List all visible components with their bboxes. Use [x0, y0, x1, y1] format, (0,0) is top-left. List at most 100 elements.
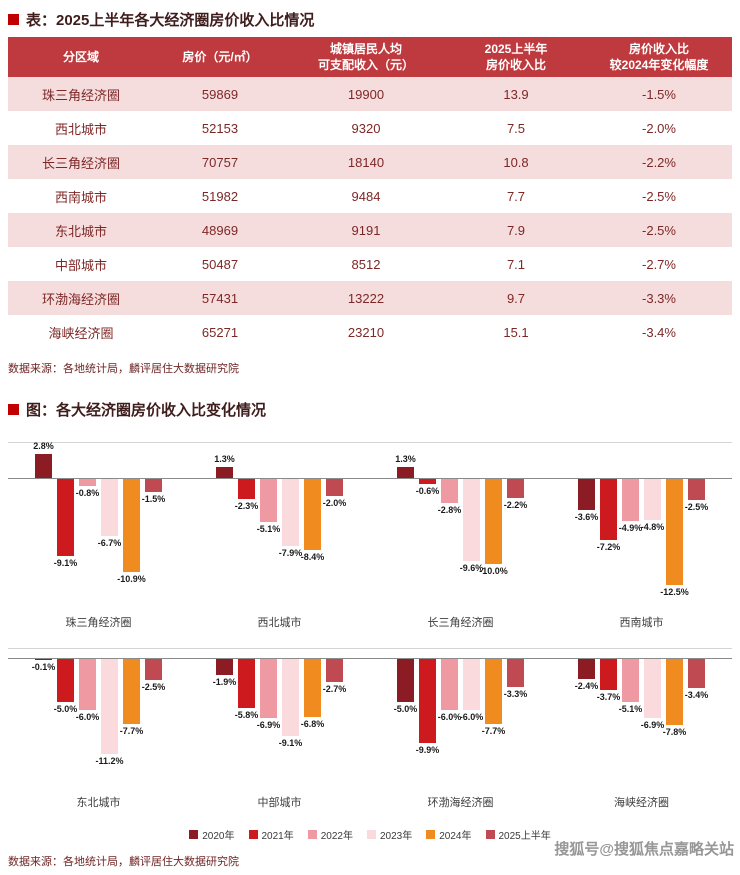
zero-axis-line — [8, 478, 732, 479]
bar-value-label: -9.1% — [278, 738, 303, 748]
table-cell: 西北城市 — [54, 121, 107, 137]
bar-2025上半年 — [326, 659, 343, 682]
bar-value-label: -9.6% — [459, 563, 484, 573]
chart-group-label: 中部城市 — [257, 797, 302, 809]
legend-label: 2020年 — [202, 830, 235, 842]
bar-value-label: -0.1% — [31, 662, 56, 672]
bar-value-label: -4.9% — [618, 523, 643, 533]
chart-group-label: 环渤海经济圈 — [427, 797, 494, 809]
table-row: 海峡经济圈 65271 23210 15.1 -3.4% — [8, 315, 732, 349]
bar-2022年 — [79, 479, 96, 486]
chart-groups-row-1: 2.8% -9.1% -0.8% -6.7% -10.9% -1.5% 珠三角经济圈 1.3%… — [8, 441, 732, 638]
bar-value-label: -5.0% — [53, 704, 78, 714]
bar-2020年 — [35, 659, 52, 660]
chart-group: 1.3% -2.3% -5.1% -7.9% -8.4% -2.0% 西北城市 — [189, 442, 370, 638]
chart-group-label: 长三角经济圈 — [427, 617, 494, 629]
legend-swatch-icon — [485, 829, 495, 839]
chart-group: -3.6% -7.2% -4.9% -4.8% -12.5% -2.5% 西南城市 — [551, 442, 732, 638]
table-cell: 长三角经济圈 — [8, 145, 154, 179]
bar-value-label: -9.9% — [415, 745, 440, 755]
chart-legend: 2020年 2021年 2022年 2023年 2024年 2025上半年 — [8, 826, 732, 842]
table-header-cell: 城镇居民人均 可支配收入（元） — [286, 37, 446, 77]
bar-2023年 — [644, 479, 661, 520]
table-row: 珠三角经济圈 59869 19900 13.9 -1.5% — [8, 77, 732, 111]
bar-2020年 — [216, 659, 233, 675]
legend-item: 2025上半年 — [485, 827, 551, 842]
zero-axis-line — [8, 658, 732, 659]
table-cell: 7.9 — [446, 213, 586, 247]
table-cell: 9484 — [351, 188, 381, 204]
bar-2023年 — [644, 659, 661, 718]
bar-value-label: -7.7% — [481, 726, 506, 736]
chart-group-label: 西北城市 — [257, 617, 302, 629]
table-cell: 19900 — [286, 77, 446, 111]
chart-group: 1.3% -0.6% -2.8% -9.6% -10.0% -2.2% 长三角经济圈 — [370, 442, 551, 638]
bar-2023年 — [282, 479, 299, 546]
table-row: 中部城市 50487 8512 7.1 -2.7% — [8, 247, 732, 281]
plot-top-border — [8, 442, 732, 443]
table-row: 环渤海经济圈 57431 13222 9.7 -3.3% — [8, 281, 732, 315]
bar-value-label: -4.8% — [640, 522, 665, 532]
bar-value-label: -3.4% — [684, 690, 709, 700]
bar-value-label: -6.0% — [75, 712, 100, 722]
bar-value-label: -5.0% — [393, 704, 418, 714]
bar-value-label: -3.3% — [503, 689, 528, 699]
bar-2023年 — [101, 659, 118, 754]
table-cell: 8512 — [351, 256, 381, 272]
table-head-row: 分区域 房价（元/㎡） 城镇居民人均 可支配收入（元） 2025上半年 房价收入比 房价… — [8, 37, 732, 77]
table-cell: 15.1 — [503, 324, 529, 340]
table-cell: 中部城市 — [54, 257, 107, 273]
bar-2024年 — [485, 659, 502, 724]
bar-2022年 — [622, 659, 639, 702]
chart-title: 图：各大经济圈房价收入比变化情况 — [26, 401, 267, 419]
table-cell: -2.5% — [586, 213, 732, 247]
bar-2024年 — [485, 479, 502, 564]
bar-value-label: -5.1% — [618, 704, 643, 714]
legend-label: 2023年 — [380, 830, 413, 842]
legend-swatch-icon — [307, 829, 317, 839]
bar-2025上半年 — [326, 479, 343, 496]
table-cell: -3.4% — [642, 324, 676, 340]
table-cell: 9.7 — [446, 281, 586, 315]
table-row: 西北城市 52153 9320 7.5 -2.0% — [8, 111, 732, 145]
red-square-bullet-icon — [8, 13, 19, 25]
chart-row-2: -0.1% -5.0% -6.0% -11.2% -7.7% -2.5% 东北城市 -1.9%… — [8, 648, 732, 818]
table-cell: 西南城市 — [54, 189, 107, 205]
bar-2021年 — [419, 659, 436, 743]
chart-group: -5.0% -9.9% -6.0% -6.0% -7.7% -3.3% 环渤海经济圈 — [370, 648, 551, 818]
plot-top-border — [8, 648, 732, 649]
bar-2025上半年 — [145, 659, 162, 680]
table-cell: 海峡经济圈 — [48, 325, 114, 341]
table-header-cell: 房价（元/㎡） — [154, 37, 286, 77]
bar-2021年 — [57, 659, 74, 702]
table-header-cell: 房价收入比 较2024年变化幅度 — [586, 37, 732, 77]
bar-value-label: -2.0% — [322, 498, 347, 508]
table-cell: -2.2% — [586, 145, 732, 179]
legend-item: 2022年 — [307, 827, 353, 842]
table-cell: 10.8 — [446, 145, 586, 179]
bar-value-label: -9.1% — [53, 558, 78, 568]
bar-2025上半年 — [145, 479, 162, 492]
chart-group-label: 西南城市 — [619, 617, 664, 629]
bar-value-label: -2.5% — [684, 502, 709, 512]
table-row: 长三角经济圈 70757 18140 10.8 -2.2% — [8, 145, 732, 179]
legend-item: 2024年 — [426, 827, 472, 842]
bar-value-label: -6.7% — [97, 538, 122, 548]
bar-2020年 — [397, 467, 414, 478]
bar-2022年 — [441, 659, 458, 710]
bar-2020年 — [578, 659, 595, 679]
table-cell: 珠三角经济圈 — [8, 77, 154, 111]
bar-2025上半年 — [688, 479, 705, 500]
table-cell: 13.9 — [446, 77, 586, 111]
bar-2024年 — [304, 659, 321, 717]
bar-value-label: -2.2% — [503, 500, 528, 510]
bar-value-label: -1.9% — [212, 677, 237, 687]
bar-2024年 — [304, 479, 321, 550]
table-cell: 18140 — [286, 145, 446, 179]
watermark: 搜狐号@搜狐焦点嘉略关站 — [554, 841, 734, 858]
bar-2023年 — [282, 659, 299, 736]
table-cell: 51982 — [201, 188, 239, 204]
table-title: 表：2025上半年各大经济圈房价收入比情况 — [26, 11, 315, 29]
chart-group: -2.4% -3.7% -5.1% -6.9% -7.8% -3.4% 海峡经济圈 — [551, 648, 732, 818]
bar-value-label: -2.7% — [322, 684, 347, 694]
